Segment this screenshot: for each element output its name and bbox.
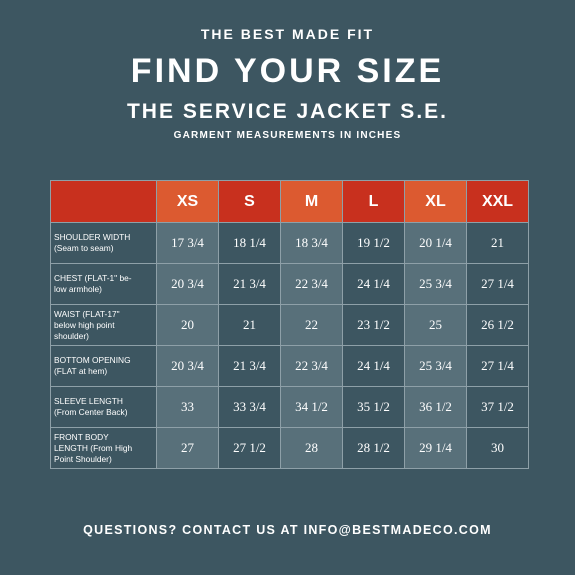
measurement-value: 24 1/4 xyxy=(342,263,405,305)
size-header-l: L xyxy=(342,180,405,223)
measurement-value: 18 3/4 xyxy=(280,222,343,264)
measurement-value: 23 1/2 xyxy=(342,304,405,346)
measurement-label: BOTTOM OPENING (FLAT at hem) xyxy=(50,345,157,387)
size-header-xxl: XXL xyxy=(466,180,529,223)
table-row: BOTTOM OPENING (FLAT at hem) 20 3/4 21 3/4 2… xyxy=(50,345,529,387)
measurement-label-line: CHEST (FLAT-1" be- xyxy=(54,273,132,283)
measurement-label-line: LENGTH (From High xyxy=(54,442,133,453)
measurement-label-line: Point Shoulder) xyxy=(54,453,112,464)
eyebrow-text: THE BEST MADE FIT xyxy=(200,26,375,42)
product-name: THE SERVICE JACKET S.E. xyxy=(126,100,448,123)
size-header-row: XS S M L XL XXL xyxy=(50,180,529,223)
measurement-value: 17 3/4 xyxy=(156,222,219,264)
measurement-value: 30 xyxy=(466,427,529,469)
measurement-value: 33 xyxy=(156,386,219,428)
measurement-value: 20 xyxy=(156,304,219,346)
measurement-label-line: WAIST (FLAT-17" xyxy=(54,308,120,319)
size-header-xs: XS xyxy=(156,180,219,223)
measurement-value: 28 1/2 xyxy=(342,427,405,469)
table-row: SHOULDER WIDTH (Seam to seam) 17 3/4 18 1/4… xyxy=(50,222,529,264)
measurement-value: 22 3/4 xyxy=(280,263,343,305)
measurement-label-line: low armhole) xyxy=(54,284,102,294)
measurement-label-line: (FLAT at hem) xyxy=(54,366,108,376)
measurement-value: 20 1/4 xyxy=(404,222,467,264)
table-row: WAIST (FLAT-17" below high point shoulder)… xyxy=(50,304,529,346)
measurement-value: 37 1/2 xyxy=(466,386,529,428)
units-caption: GARMENT MEASUREMENTS IN INCHES xyxy=(173,130,402,141)
measurement-value: 27 1/4 xyxy=(466,263,529,305)
size-header-m: M xyxy=(280,180,343,223)
measurement-value: 21 3/4 xyxy=(218,345,281,387)
size-header-s: S xyxy=(218,180,281,223)
measurement-value: 26 1/2 xyxy=(466,304,529,346)
measurement-label-line: BOTTOM OPENING xyxy=(54,355,131,365)
measurement-label: FRONT BODY LENGTH (From High Point Shoulde… xyxy=(50,427,157,469)
measurement-label-line: below high point xyxy=(54,319,115,330)
measurement-value: 27 xyxy=(156,427,219,469)
measurement-value: 21 xyxy=(218,304,281,346)
measurement-label: WAIST (FLAT-17" below high point shoulder) xyxy=(50,304,157,346)
measurement-label-line: SHOULDER WIDTH xyxy=(54,232,131,242)
header-label-cell xyxy=(50,180,157,223)
measurement-label: CHEST (FLAT-1" be-low armhole) xyxy=(50,263,157,305)
table-row: SLEEVE LENGTH (From Center Back) 33 33 3/4 3… xyxy=(50,386,529,428)
measurement-value: 27 1/2 xyxy=(218,427,281,469)
measurement-label: SHOULDER WIDTH (Seam to seam) xyxy=(50,222,157,264)
measurement-value: 20 3/4 xyxy=(156,345,219,387)
measurement-value: 22 3/4 xyxy=(280,345,343,387)
measurement-label-line: (Seam to seam) xyxy=(54,243,114,253)
measurement-label-line: shoulder) xyxy=(54,330,89,341)
measurement-value: 35 1/2 xyxy=(342,386,405,428)
measurement-value: 21 xyxy=(466,222,529,264)
measurement-value: 22 xyxy=(280,304,343,346)
size-header-xl: XL xyxy=(404,180,467,223)
contact-footer: QUESTIONS? CONTACT US AT INFO@BESTMADECO… xyxy=(83,523,492,537)
measurement-label-line: FRONT BODY xyxy=(54,431,109,442)
measurement-value: 25 xyxy=(404,304,467,346)
measurement-value: 19 1/2 xyxy=(342,222,405,264)
table-row: CHEST (FLAT-1" be-low armhole) 20 3/4 21 3… xyxy=(50,263,529,305)
measurement-value: 21 3/4 xyxy=(218,263,281,305)
measurement-label-line: SLEEVE LENGTH xyxy=(54,396,123,406)
size-chart-table: XS S M L XL XXL SHOULDER WIDTH (Seam to s… xyxy=(50,180,529,469)
measurement-value: 25 3/4 xyxy=(404,345,467,387)
measurement-value: 27 1/4 xyxy=(466,345,529,387)
measurement-value: 34 1/2 xyxy=(280,386,343,428)
measurement-value: 18 1/4 xyxy=(218,222,281,264)
measurement-value: 24 1/4 xyxy=(342,345,405,387)
table-row: FRONT BODY LENGTH (From High Point Shoulde… xyxy=(50,427,529,469)
measurement-value: 20 3/4 xyxy=(156,263,219,305)
measurement-value: 33 3/4 xyxy=(218,386,281,428)
measurement-label-line: (From Center Back) xyxy=(54,407,128,417)
measurement-value: 29 1/4 xyxy=(404,427,467,469)
measurement-label: SLEEVE LENGTH (From Center Back) xyxy=(50,386,157,428)
measurement-value: 36 1/2 xyxy=(404,386,467,428)
page-title: FIND YOUR SIZE xyxy=(130,52,445,90)
measurement-value: 28 xyxy=(280,427,343,469)
measurement-value: 25 3/4 xyxy=(404,263,467,305)
